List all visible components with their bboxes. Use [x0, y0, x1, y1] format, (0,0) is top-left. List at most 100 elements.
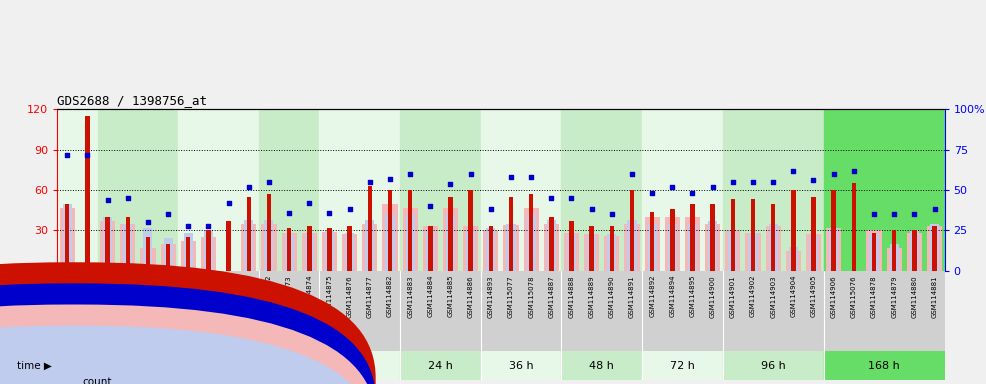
Bar: [745, 233, 760, 271]
Bar: [723, 351, 823, 380]
Bar: [282, 233, 297, 271]
Bar: [823, 351, 945, 380]
Bar: [259, 109, 319, 271]
Bar: [561, 109, 642, 271]
Text: GSM114876: GSM114876: [347, 275, 353, 318]
Bar: [549, 217, 553, 271]
Bar: [259, 351, 319, 380]
Text: GSM114904: GSM114904: [791, 275, 797, 318]
Bar: [57, 109, 98, 271]
Bar: [627, 220, 637, 271]
Point: [624, 171, 640, 177]
Bar: [892, 230, 896, 271]
Text: GSM114885: GSM114885: [448, 275, 454, 318]
Bar: [729, 230, 738, 271]
Bar: [319, 109, 400, 271]
Bar: [867, 230, 881, 271]
Bar: [426, 230, 435, 271]
Bar: [319, 351, 400, 380]
Bar: [584, 234, 599, 271]
Bar: [748, 233, 757, 271]
Point: [644, 190, 660, 196]
Point: [200, 222, 216, 228]
Bar: [143, 228, 153, 271]
Bar: [481, 351, 561, 380]
Bar: [65, 204, 69, 271]
Bar: [242, 223, 256, 271]
Bar: [227, 221, 231, 271]
Point: [160, 211, 176, 217]
Bar: [685, 217, 700, 271]
Bar: [811, 197, 815, 271]
Text: 24 h: 24 h: [428, 361, 453, 371]
Bar: [104, 217, 112, 271]
Text: GSM115078: GSM115078: [528, 275, 534, 318]
Bar: [362, 223, 378, 271]
Text: GSM114899: GSM114899: [205, 275, 211, 318]
Bar: [750, 200, 755, 271]
Point: [382, 176, 397, 182]
Text: GSM114872: GSM114872: [266, 275, 272, 318]
Text: 6 h: 6 h: [129, 361, 147, 371]
Text: GSM114894: GSM114894: [669, 275, 675, 318]
Text: GSM115079: GSM115079: [125, 275, 131, 318]
Bar: [609, 227, 614, 271]
Bar: [933, 227, 937, 271]
Bar: [547, 220, 556, 271]
Text: GSM114877: GSM114877: [367, 275, 373, 318]
Text: GSM114875: GSM114875: [326, 275, 332, 318]
Bar: [178, 351, 259, 380]
Bar: [201, 237, 216, 271]
Bar: [806, 234, 821, 271]
Bar: [100, 221, 115, 271]
Bar: [98, 109, 178, 271]
Bar: [483, 230, 498, 271]
Bar: [769, 223, 778, 271]
Bar: [183, 233, 193, 271]
Bar: [889, 244, 898, 271]
Text: GSM114902: GSM114902: [750, 275, 756, 318]
Point: [927, 206, 943, 212]
Text: GSM114870: GSM114870: [226, 275, 232, 318]
Text: GSM115076: GSM115076: [851, 275, 857, 318]
Point: [281, 210, 297, 216]
Bar: [123, 223, 132, 271]
Point: [140, 219, 156, 225]
Bar: [463, 227, 478, 271]
Bar: [489, 227, 493, 271]
Point: [342, 206, 358, 212]
Bar: [63, 204, 72, 271]
Text: GSM114888: GSM114888: [569, 275, 575, 318]
Bar: [327, 228, 331, 271]
Bar: [161, 244, 176, 271]
Point: [886, 211, 902, 217]
Bar: [668, 223, 676, 271]
Bar: [569, 221, 574, 271]
Bar: [408, 190, 412, 271]
Point: [866, 211, 881, 217]
Point: [745, 179, 761, 185]
Point: [180, 222, 196, 228]
Bar: [267, 194, 271, 271]
Bar: [907, 233, 922, 271]
Bar: [345, 233, 354, 271]
Bar: [564, 233, 579, 271]
Point: [120, 195, 136, 201]
Bar: [368, 186, 372, 271]
Bar: [726, 230, 740, 271]
Bar: [402, 207, 418, 271]
Bar: [302, 233, 317, 271]
Bar: [120, 223, 135, 271]
Text: count: count: [83, 377, 112, 384]
Point: [462, 171, 478, 177]
Bar: [590, 227, 594, 271]
Text: GSM114903: GSM114903: [770, 275, 776, 318]
Bar: [771, 204, 775, 271]
Text: GSM115077: GSM115077: [508, 275, 514, 318]
Bar: [443, 207, 458, 271]
Bar: [423, 227, 438, 271]
Text: GSM114898: GSM114898: [185, 275, 191, 318]
Text: 36 h: 36 h: [509, 361, 533, 371]
Bar: [342, 234, 357, 271]
Bar: [146, 237, 150, 271]
